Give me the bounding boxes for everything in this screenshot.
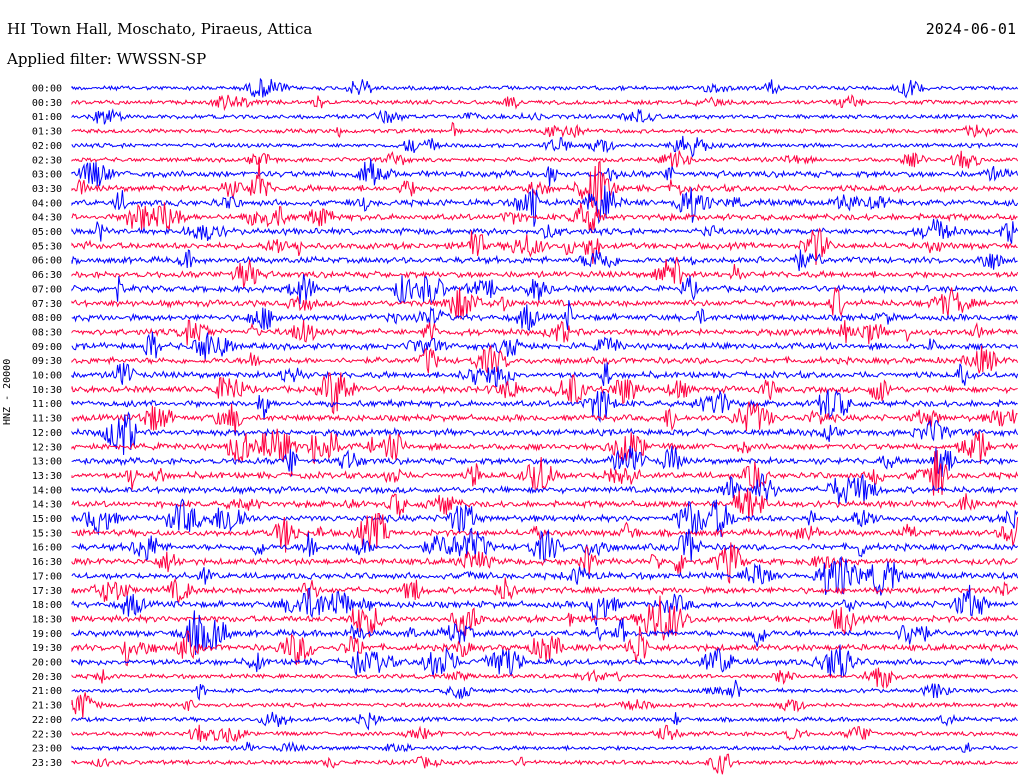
trace-line: [71, 256, 1019, 289]
trace-line: [71, 577, 1018, 604]
trace-line: [71, 274, 1018, 305]
row-label: 21:00: [32, 686, 62, 697]
trace-line: [71, 94, 1018, 112]
trace-line: [71, 159, 1019, 217]
row-label: 02:00: [32, 141, 62, 152]
row-label: 02:30: [32, 155, 62, 166]
row-label: 18:30: [32, 614, 62, 625]
trace-line: [71, 644, 1019, 678]
trace-line: [71, 372, 1018, 415]
trace-line: [71, 679, 1018, 702]
row-label: 20:30: [32, 672, 62, 683]
trace-line: [71, 227, 1018, 266]
row-label: 19:30: [32, 643, 62, 654]
trace-line: [71, 584, 1018, 626]
row-label: 05:00: [32, 227, 62, 238]
trace-line: [71, 135, 1019, 158]
trace-line: [71, 610, 1019, 656]
row-label: 01:00: [32, 112, 62, 123]
trace-line: [71, 121, 1018, 139]
trace-line: [71, 724, 1019, 743]
row-label: 13:30: [32, 471, 62, 482]
row-label: 01:30: [32, 127, 62, 138]
trace-line: [71, 287, 1019, 320]
row-label: 12:00: [32, 428, 62, 439]
row-label: 18:00: [32, 600, 62, 611]
trace-line: [71, 249, 1018, 272]
row-label: 21:30: [32, 701, 62, 712]
row-label: 03:30: [32, 184, 62, 195]
row-label: 11:00: [32, 399, 62, 410]
row-label: 12:30: [32, 442, 62, 453]
trace-line: [71, 300, 1018, 332]
trace-line: [71, 217, 1019, 244]
row-label: 11:30: [32, 414, 62, 425]
trace-line: [71, 513, 1019, 553]
row-label: 23:30: [32, 758, 62, 769]
row-label: 14:30: [32, 500, 62, 511]
trace-line: [71, 472, 1018, 505]
trace-line: [71, 389, 1018, 423]
trace-line: [71, 158, 1019, 187]
trace-line: [71, 411, 1019, 456]
trace-line: [71, 626, 1019, 667]
trace-line: [71, 319, 1018, 346]
row-label: 17:30: [32, 586, 62, 597]
row-label: 23:00: [32, 744, 62, 755]
row-label: 05:30: [32, 241, 62, 252]
row-label: 00:00: [32, 84, 62, 95]
row-label: 16:30: [32, 557, 62, 568]
row-label: 17:00: [32, 571, 62, 582]
row-label: 07:00: [32, 284, 62, 295]
row-label: 19:00: [32, 629, 62, 640]
trace-line: [71, 488, 1018, 523]
trace-line: [71, 345, 1019, 374]
trace-line: [71, 542, 1018, 584]
trace-line: [71, 555, 1019, 596]
row-label: 06:30: [32, 270, 62, 281]
trace-line: [71, 185, 1019, 227]
row-label: 10:30: [32, 385, 62, 396]
trace-line: [71, 331, 1019, 361]
row-label: 00:30: [32, 98, 62, 109]
row-label: 15:00: [32, 514, 62, 525]
trace-line: [71, 108, 1019, 125]
row-label: 06:00: [32, 256, 62, 267]
date-label: 2024-06-01: [925, 20, 1016, 38]
trace-line: [71, 362, 1019, 388]
trace-line: [71, 150, 1019, 169]
station-title: HI Town Hall, Moschato, Piraeus, Attica: [7, 20, 313, 38]
trace-line: [71, 740, 1018, 753]
trace-line: [71, 692, 1018, 718]
row-label: 10:00: [32, 371, 62, 382]
trace-line: [71, 711, 1018, 731]
trace-line: [71, 667, 1018, 690]
row-label: 07:30: [32, 299, 62, 310]
filter-label: Applied filter: WWSSN-SP: [7, 50, 207, 68]
row-label: 08:00: [32, 313, 62, 324]
row-label: 15:30: [32, 528, 62, 539]
row-label: 09:30: [32, 356, 62, 367]
row-label: 22:30: [32, 729, 62, 740]
trace-line: [71, 445, 1018, 477]
row-label: 13:00: [32, 457, 62, 468]
row-label: 20:00: [32, 658, 62, 669]
trace-line: [71, 498, 1019, 537]
row-label: 04:00: [32, 198, 62, 209]
row-label: 16:00: [32, 543, 62, 554]
row-label: 22:00: [32, 715, 62, 726]
trace-line: [71, 753, 1019, 775]
row-label: 04:30: [32, 213, 62, 224]
trace-line: [71, 595, 1018, 641]
trace-line: [71, 450, 1019, 496]
trace-line: [71, 401, 1018, 436]
row-label: 14:00: [32, 485, 62, 496]
trace-line: [71, 202, 1018, 234]
row-label: 08:30: [32, 327, 62, 338]
trace-line: [71, 428, 1019, 465]
row-label: 03:00: [32, 170, 62, 181]
trace-line: [71, 77, 1019, 99]
row-label: 09:00: [32, 342, 62, 353]
